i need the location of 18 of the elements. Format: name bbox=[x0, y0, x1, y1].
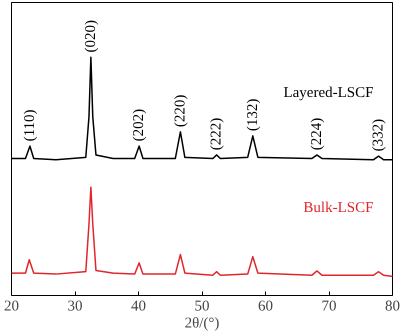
annotation: (110) bbox=[22, 109, 38, 142]
annotation: (202) bbox=[131, 108, 148, 142]
x-tick-label: 70 bbox=[322, 298, 336, 314]
annotation: (220) bbox=[172, 94, 188, 128]
x-tick-label: 80 bbox=[385, 298, 400, 314]
annotation: (222) bbox=[208, 118, 225, 150]
x-tick-label: 50 bbox=[194, 298, 210, 314]
x-tick-label: 20 bbox=[4, 298, 19, 314]
x-axis-title: 2θ/(°) bbox=[184, 316, 220, 332]
annotation: (020) bbox=[82, 20, 99, 53]
text: Bulk-LSCF bbox=[303, 200, 374, 216]
x-tick-label: 30 bbox=[68, 298, 82, 314]
annotation: (224) bbox=[308, 118, 325, 150]
x-tick-label: 60 bbox=[258, 298, 273, 314]
annotation: (132) bbox=[244, 98, 261, 132]
text: Layered-LSCF bbox=[283, 84, 374, 101]
x-tick-label: 40 bbox=[131, 298, 146, 314]
annotation: (332) bbox=[370, 118, 387, 152]
